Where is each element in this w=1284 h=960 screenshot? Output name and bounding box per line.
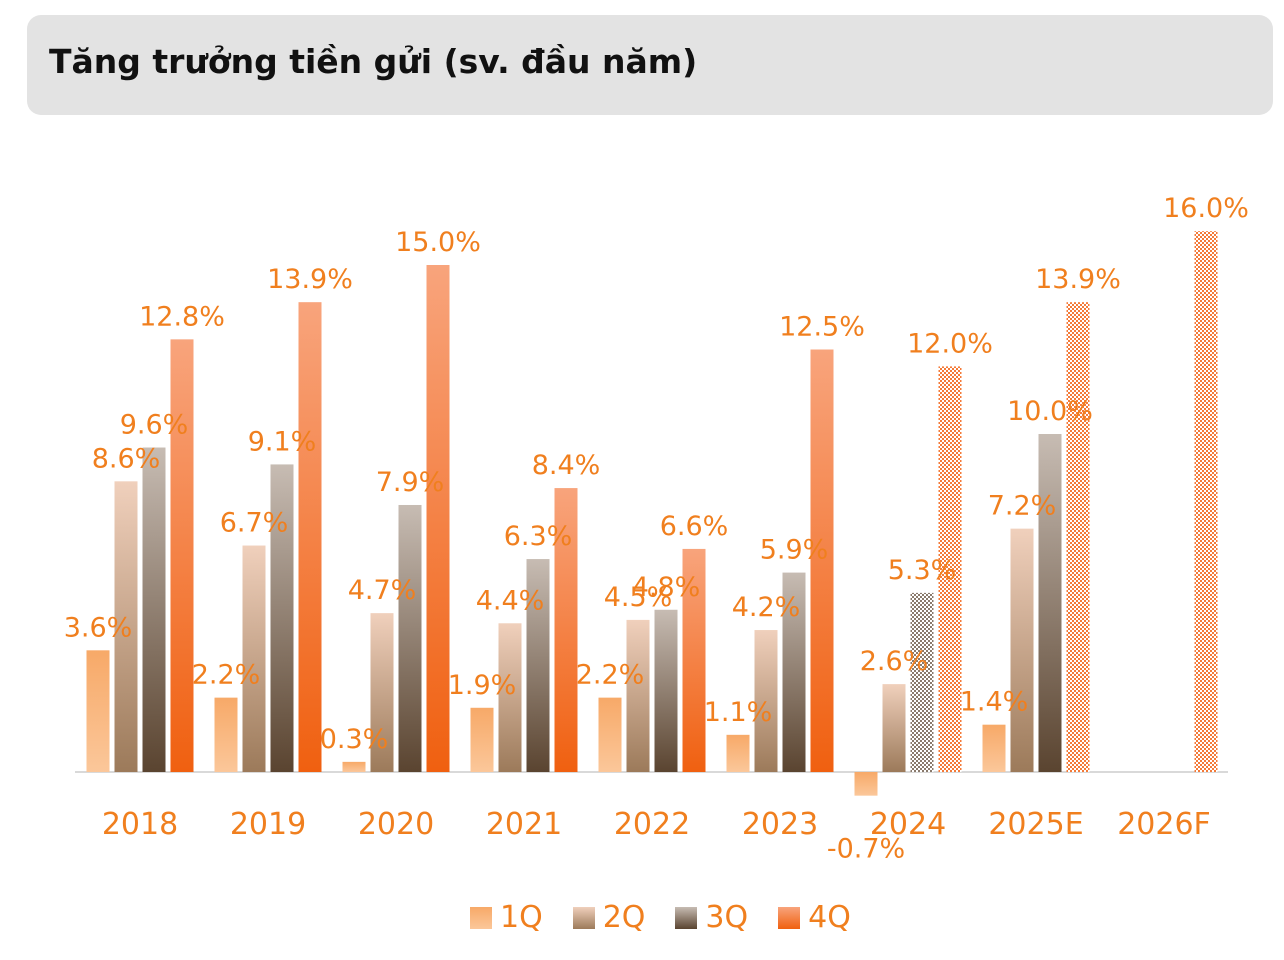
bar-3q-2022 <box>654 609 678 772</box>
bar-1q-2023 <box>726 734 750 772</box>
bar-1q-2018 <box>86 650 110 772</box>
data-label-3q-2021: 6.3% <box>504 521 573 552</box>
bar-1q-2022 <box>598 697 622 772</box>
data-label-4q-2018: 12.8% <box>139 301 225 332</box>
data-label-1q-2022: 2.2% <box>576 660 645 691</box>
data-label-3q-2025e: 10.0% <box>1007 396 1093 427</box>
bar-1q-2021 <box>470 707 494 772</box>
data-label-2q-2023: 4.2% <box>732 592 801 623</box>
bar-1q-2020 <box>342 761 366 772</box>
data-label-3q-2019: 9.1% <box>248 426 317 457</box>
data-label-3q-2022: 4.8% <box>632 572 701 603</box>
legend-swatch-4q <box>778 906 801 929</box>
bar-4q-2018 <box>170 339 194 772</box>
data-label-4q-2024: 12.0% <box>907 328 993 359</box>
data-label-4q-2025e: 13.9% <box>1035 264 1121 295</box>
data-label-4q-2022: 6.6% <box>660 511 729 542</box>
data-label-2q-2021: 4.4% <box>476 585 545 616</box>
x-tick-label-2018: 2018 <box>102 807 178 842</box>
bar-3q-2019 <box>270 464 294 772</box>
bar-2q-2022 <box>626 619 650 772</box>
bar-3q-2018 <box>142 447 166 772</box>
legend-label-2q: 2Q <box>602 900 646 935</box>
x-tick-label-2022: 2022 <box>614 807 690 842</box>
bar-4q-2022 <box>682 548 706 772</box>
bar-2q-2024 <box>882 684 906 772</box>
x-tick-label-2023: 2023 <box>742 807 818 842</box>
x-tick-label-2026f: 2026F <box>1117 807 1211 842</box>
data-label-2q-2025e: 7.2% <box>988 491 1057 522</box>
x-tick-label-2025e: 2025E <box>988 807 1083 842</box>
bar-3q-2021 <box>526 559 550 772</box>
data-label-1q-2020: 0.3% <box>320 724 389 755</box>
data-label-2q-2020: 4.7% <box>348 575 417 606</box>
legend-label-3q: 3Q <box>705 900 749 935</box>
data-label-4q-2026f: 16.0% <box>1163 193 1249 224</box>
legend-item-1q: 1Q <box>470 900 543 935</box>
title-bar: Tăng trưởng tiền gửi (sv. đầu năm) <box>27 15 1273 115</box>
x-tick-label-2019: 2019 <box>230 807 306 842</box>
data-label-2q-2024: 2.6% <box>860 646 929 677</box>
legend-item-2q: 2Q <box>572 900 646 935</box>
data-label-1q-2018: 3.6% <box>64 612 133 643</box>
data-label-1q-2025e: 1.4% <box>960 687 1029 718</box>
bar-1q-2025e <box>982 724 1006 772</box>
bar-2q-2019 <box>242 545 266 772</box>
bar-4q-2019 <box>298 302 322 772</box>
x-tick-label-2020: 2020 <box>358 807 434 842</box>
data-label-4q-2020: 15.0% <box>395 227 481 258</box>
bar-2q-2023 <box>754 630 778 772</box>
x-tick-label-2024: 2024 <box>870 807 946 842</box>
legend-swatch-3q <box>675 906 698 929</box>
data-label-1q-2023: 1.1% <box>704 697 773 728</box>
bar-1q-2024 <box>854 772 878 796</box>
bar-4q-2024 <box>938 366 962 772</box>
data-label-4q-2023: 12.5% <box>779 312 865 343</box>
x-tick-label-2021: 2021 <box>486 807 562 842</box>
data-label-4q-2021: 8.4% <box>532 450 601 481</box>
bar-4q-2020 <box>426 265 450 772</box>
bar-3q-2020 <box>398 504 422 772</box>
data-label-3q-2018: 9.6% <box>120 410 189 441</box>
legend-swatch-1q <box>470 906 492 929</box>
bar-2q-2020 <box>370 613 394 772</box>
data-label-1q-2019: 2.2% <box>192 660 261 691</box>
legend-label-1q: 1Q <box>500 900 543 935</box>
bar-4q-2025e <box>1066 302 1090 772</box>
bar-2q-2021 <box>498 623 522 772</box>
bar-3q-2025e <box>1038 434 1062 772</box>
bar-2q-2025e <box>1010 528 1034 772</box>
data-label-3q-2020: 7.9% <box>376 467 445 498</box>
data-label-4q-2019: 13.9% <box>267 264 353 295</box>
data-label-1q-2021: 1.9% <box>448 670 517 701</box>
bar-1q-2019 <box>214 697 238 772</box>
page-title: Tăng trưởng tiền gửi (sv. đầu năm) <box>49 42 698 81</box>
bar-4q-2023 <box>810 349 834 772</box>
data-label-2q-2018: 8.6% <box>92 443 161 474</box>
legend: 1Q 2Q 3Q 4Q <box>470 900 881 935</box>
data-label-2q-2022: 4.5% <box>604 582 673 613</box>
bar-3q-2023 <box>782 572 806 772</box>
bar-4q-2026f <box>1194 231 1218 772</box>
data-label-3q-2023: 5.9% <box>760 535 829 566</box>
data-label-1q-2024: -0.7% <box>827 834 905 865</box>
bar-4q-2021 <box>554 488 578 772</box>
legend-label-4q: 4Q <box>808 900 851 935</box>
legend-swatch-2q <box>572 906 595 929</box>
bar-2q-2018 <box>114 481 138 772</box>
data-label-3q-2024: 5.3% <box>888 555 957 586</box>
bar-3q-2024 <box>910 592 934 772</box>
legend-item-4q: 4Q <box>778 900 851 935</box>
data-label-2q-2019: 6.7% <box>220 508 289 539</box>
legend-item-3q: 3Q <box>675 900 748 935</box>
